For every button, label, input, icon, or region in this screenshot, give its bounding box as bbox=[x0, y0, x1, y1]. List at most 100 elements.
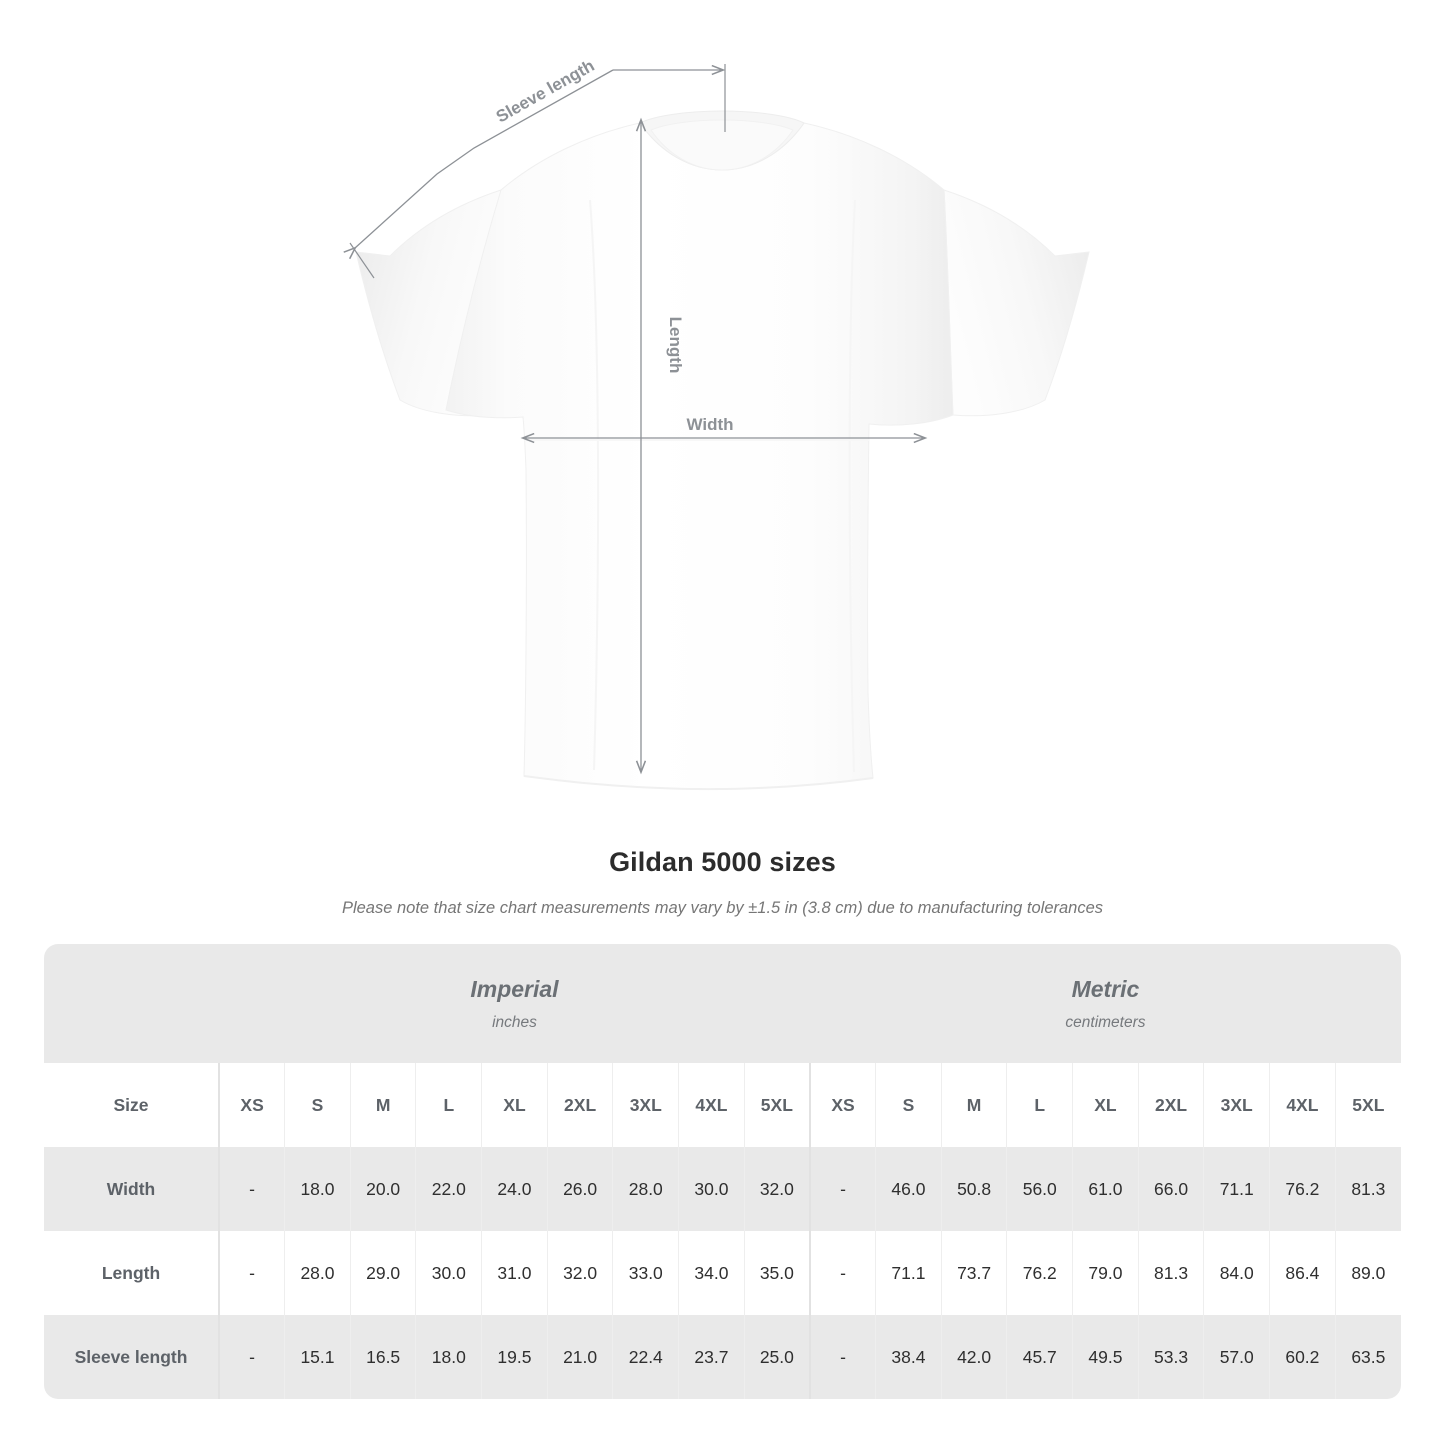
size-header-metric-m: M bbox=[941, 1063, 1008, 1147]
sleeve-length-label: Sleeve length bbox=[493, 56, 598, 127]
cell-sleeve-metric-m: 42.0 bbox=[941, 1315, 1008, 1399]
shirt-body bbox=[445, 122, 954, 790]
cell-length-imperial-4xl: 34.0 bbox=[678, 1231, 745, 1315]
size-header-metric-3xl: 3XL bbox=[1203, 1063, 1271, 1147]
unit-group-row: Imperial inches Metric centimeters bbox=[44, 944, 1401, 1063]
cell-sleeve-imperial-3xl: 22.4 bbox=[612, 1315, 680, 1399]
corner-header-size: Size bbox=[44, 1063, 220, 1147]
cell-length-metric-5xl: 89.0 bbox=[1335, 1231, 1401, 1315]
unit-group-metric-sub: centimeters bbox=[1065, 1014, 1146, 1031]
cell-width-imperial-xs: - bbox=[219, 1147, 286, 1231]
unit-group-metric: Metric centimeters bbox=[809, 944, 1401, 1063]
cell-length-imperial-s: 28.0 bbox=[284, 1231, 351, 1315]
size-header-imperial-5xl: 5XL bbox=[744, 1063, 811, 1147]
cell-width-metric-5xl: 81.3 bbox=[1335, 1147, 1401, 1231]
cell-length-metric-l: 76.2 bbox=[1006, 1231, 1074, 1315]
cell-width-metric-l: 56.0 bbox=[1006, 1147, 1074, 1231]
length-dimension: Length bbox=[641, 120, 685, 772]
width-label: Width bbox=[686, 415, 733, 434]
right-sleeve bbox=[943, 189, 1090, 417]
cell-sleeve-imperial-5xl: 25.0 bbox=[744, 1315, 811, 1399]
size-header-metric-s: S bbox=[875, 1063, 942, 1147]
size-header-row: Size XS S M L XL 2XL 3XL 4XL 5XL XS S M … bbox=[44, 1063, 1401, 1147]
size-header-imperial-2xl: 2XL bbox=[547, 1063, 614, 1147]
cell-length-imperial-xl: 31.0 bbox=[481, 1231, 548, 1315]
table-row-sleeve-length: Sleeve length - 15.1 16.5 18.0 19.5 21.0… bbox=[44, 1315, 1401, 1399]
size-header-metric-l: L bbox=[1006, 1063, 1074, 1147]
cell-sleeve-metric-l: 45.7 bbox=[1006, 1315, 1074, 1399]
cell-width-imperial-m: 20.0 bbox=[350, 1147, 417, 1231]
row-label-sleeve-length: Sleeve length bbox=[44, 1315, 220, 1399]
table-row-width: Width - 18.0 20.0 22.0 24.0 26.0 28.0 30… bbox=[44, 1147, 1401, 1231]
cell-sleeve-imperial-xl: 19.5 bbox=[481, 1315, 548, 1399]
cell-width-metric-xs: - bbox=[808, 1147, 877, 1231]
cell-length-imperial-xs: - bbox=[219, 1231, 286, 1315]
size-header-metric-xl: XL bbox=[1072, 1063, 1139, 1147]
width-dimension: Width bbox=[523, 415, 925, 438]
unit-group-imperial-sub: inches bbox=[492, 1014, 537, 1031]
cell-length-metric-xl: 79.0 bbox=[1072, 1231, 1139, 1315]
cell-width-imperial-xl: 24.0 bbox=[481, 1147, 548, 1231]
cell-width-metric-2xl: 66.0 bbox=[1138, 1147, 1205, 1231]
size-header-metric-4xl: 4XL bbox=[1269, 1063, 1336, 1147]
cell-length-imperial-5xl: 35.0 bbox=[744, 1231, 811, 1315]
size-header-imperial-s: S bbox=[284, 1063, 351, 1147]
cell-length-metric-3xl: 84.0 bbox=[1203, 1231, 1271, 1315]
unit-group-imperial: Imperial inches bbox=[219, 944, 810, 1063]
size-header-imperial-3xl: 3XL bbox=[612, 1063, 680, 1147]
cell-sleeve-imperial-m: 16.5 bbox=[350, 1315, 417, 1399]
length-label: Length bbox=[666, 317, 685, 374]
cell-length-metric-m: 73.7 bbox=[941, 1231, 1008, 1315]
size-header-imperial-m: M bbox=[350, 1063, 417, 1147]
cell-width-imperial-l: 22.0 bbox=[415, 1147, 483, 1231]
cell-length-metric-s: 71.1 bbox=[875, 1231, 942, 1315]
cell-width-metric-m: 50.8 bbox=[941, 1147, 1008, 1231]
tolerance-note: Please note that size chart measurements… bbox=[341, 899, 1104, 917]
cell-sleeve-imperial-l: 18.0 bbox=[415, 1315, 483, 1399]
cell-sleeve-metric-3xl: 57.0 bbox=[1203, 1315, 1271, 1399]
size-table: Imperial inches Metric centimeters Size … bbox=[44, 944, 1401, 1399]
size-header-imperial-xl: XL bbox=[481, 1063, 548, 1147]
size-header-imperial-xs: XS bbox=[219, 1063, 286, 1147]
chart-heading-block: Gildan 5000 sizes Please note that size … bbox=[0, 845, 1445, 919]
cell-width-imperial-2xl: 26.0 bbox=[547, 1147, 614, 1231]
table-row-length: Length - 28.0 29.0 30.0 31.0 32.0 33.0 3… bbox=[44, 1231, 1401, 1315]
cell-sleeve-metric-s: 38.4 bbox=[875, 1315, 942, 1399]
row-label-width: Width bbox=[44, 1147, 220, 1231]
size-header-metric-2xl: 2XL bbox=[1138, 1063, 1205, 1147]
cell-sleeve-metric-2xl: 53.3 bbox=[1138, 1315, 1205, 1399]
cell-length-imperial-2xl: 32.0 bbox=[547, 1231, 614, 1315]
cell-length-imperial-l: 30.0 bbox=[415, 1231, 483, 1315]
cell-sleeve-imperial-s: 15.1 bbox=[284, 1315, 351, 1399]
cell-sleeve-metric-xl: 49.5 bbox=[1072, 1315, 1139, 1399]
cell-width-metric-4xl: 76.2 bbox=[1269, 1147, 1336, 1231]
cell-sleeve-metric-xs: - bbox=[808, 1315, 877, 1399]
tshirt-diagram: Sleeve length Length Width bbox=[0, 56, 1090, 791]
cell-width-metric-s: 46.0 bbox=[875, 1147, 942, 1231]
cell-width-imperial-3xl: 28.0 bbox=[612, 1147, 680, 1231]
size-header-metric-5xl: 5XL bbox=[1335, 1063, 1401, 1147]
size-header-imperial-4xl: 4XL bbox=[678, 1063, 745, 1147]
tshirt-garment bbox=[355, 110, 1090, 791]
cell-sleeve-imperial-xs: - bbox=[219, 1315, 286, 1399]
cell-width-metric-xl: 61.0 bbox=[1072, 1147, 1139, 1231]
row-label-length: Length bbox=[44, 1231, 220, 1315]
cell-sleeve-metric-5xl: 63.5 bbox=[1335, 1315, 1401, 1399]
cell-width-imperial-s: 18.0 bbox=[284, 1147, 351, 1231]
unit-group-imperial-name: Imperial bbox=[470, 976, 559, 1002]
cell-sleeve-imperial-2xl: 21.0 bbox=[547, 1315, 614, 1399]
unit-group-metric-name: Metric bbox=[1071, 976, 1140, 1002]
page-title: Gildan 5000 sizes bbox=[609, 847, 836, 877]
cell-length-metric-xs: - bbox=[808, 1231, 877, 1315]
cell-sleeve-imperial-4xl: 23.7 bbox=[678, 1315, 745, 1399]
cell-sleeve-metric-4xl: 60.2 bbox=[1269, 1315, 1336, 1399]
size-header-metric-xs: XS bbox=[808, 1063, 877, 1147]
cell-width-imperial-4xl: 30.0 bbox=[678, 1147, 745, 1231]
cell-length-metric-4xl: 86.4 bbox=[1269, 1231, 1336, 1315]
cell-width-imperial-5xl: 32.0 bbox=[744, 1147, 811, 1231]
cell-length-imperial-3xl: 33.0 bbox=[612, 1231, 680, 1315]
size-header-imperial-l: L bbox=[415, 1063, 483, 1147]
unit-row-spacer bbox=[44, 944, 219, 1063]
cell-width-metric-3xl: 71.1 bbox=[1203, 1147, 1271, 1231]
